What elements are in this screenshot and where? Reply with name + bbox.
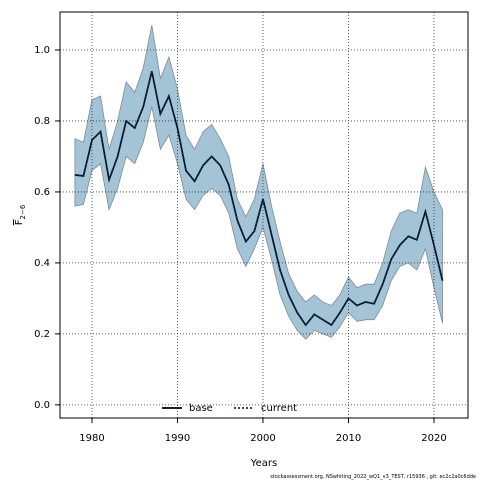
y-label-main: F <box>14 219 25 225</box>
x-axis-label: Years <box>250 458 277 469</box>
y-tick-label: 0.0 <box>34 400 50 411</box>
plot-frame <box>59 11 469 419</box>
y-tick-label: 1.0 <box>34 45 50 56</box>
y-tick-label: 0.6 <box>34 187 50 198</box>
confidence-band <box>74 25 443 340</box>
x-tick-label: 2000 <box>250 433 275 444</box>
legend-label: base <box>189 403 213 414</box>
series-line <box>74 71 444 327</box>
legend-label: current <box>261 403 297 414</box>
y-tick-label: 0.2 <box>34 329 50 340</box>
y-tick-label: 0.8 <box>34 116 50 127</box>
y-label-sub: 2−6 <box>19 204 27 219</box>
x-tick-label: 1990 <box>165 433 190 444</box>
y-axis-label: F2−6 <box>14 204 27 225</box>
footnote: stockassessment.org, NSwhiting_2022_wQ1_… <box>270 474 476 480</box>
x-tick-label: 2020 <box>421 433 446 444</box>
x-tick-label: 2010 <box>336 433 361 444</box>
y-axis-label-text: F2−6 <box>14 204 27 225</box>
y-tick-label: 0.4 <box>34 258 50 269</box>
x-tick-label: 1980 <box>79 433 104 444</box>
legend: base current <box>162 403 297 414</box>
